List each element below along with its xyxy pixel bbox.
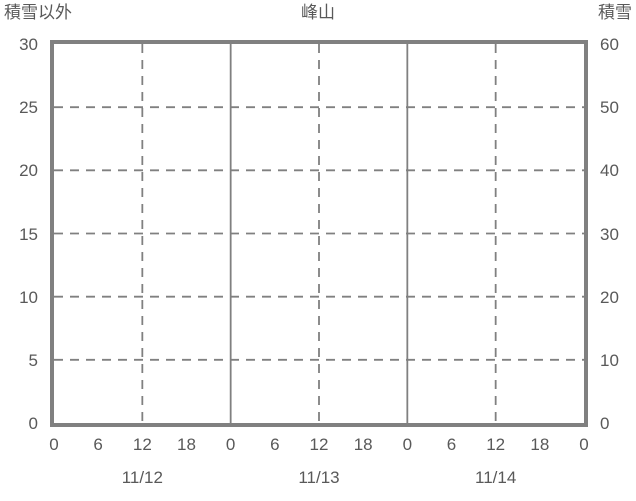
x-axis-hour-tick-label: 6 bbox=[270, 435, 280, 454]
y-axis-right-tick-label: 20 bbox=[600, 287, 619, 307]
x-axis-hour-tick-label: 6 bbox=[93, 435, 103, 454]
x-axis-hour-tick-label: 12 bbox=[132, 435, 152, 454]
right-axis-title: 積雪 bbox=[598, 3, 632, 22]
y-axis-left-tick-label: 15 bbox=[19, 224, 38, 244]
y-axis-right-tick-label: 30 bbox=[600, 224, 619, 244]
x-axis-date-label: 11/13 bbox=[298, 468, 340, 487]
y-axis-right-tick-label: 50 bbox=[600, 98, 619, 118]
x-axis-hour-tick-label: 12 bbox=[486, 435, 506, 454]
y-axis-right-ticks: 0 10 20 30 40 50 60 bbox=[594, 36, 636, 432]
grid-lines bbox=[54, 44, 584, 423]
y-axis-right-tick-label: 40 bbox=[600, 161, 619, 181]
y-axis-right-tick-label: 60 bbox=[600, 35, 619, 54]
x-axis-hour-tick-label: 0 bbox=[225, 435, 236, 454]
x-axis-hour-ticks: 0 6 12 18 0 6 12 18 0 6 12 18 0 bbox=[0, 436, 636, 460]
x-axis-hour-tick-label: 18 bbox=[353, 435, 373, 454]
x-axis-date-labels: 11/12 11/13 11/14 bbox=[0, 468, 636, 494]
x-axis-hour-tick-label: 18 bbox=[177, 435, 196, 454]
y-axis-left-tick-label: 10 bbox=[19, 287, 38, 307]
y-axis-right-tick-label: 0 bbox=[600, 414, 610, 433]
y-axis-left-tick-label: 25 bbox=[19, 98, 38, 118]
y-axis-left-tick-label: 30 bbox=[19, 35, 38, 54]
y-axis-left-tick-label: 0 bbox=[28, 414, 38, 433]
y-axis-left-tick-label: 5 bbox=[28, 350, 38, 370]
left-axis-title: 積雪以外 bbox=[4, 3, 72, 22]
x-axis-hour-tick-label: 18 bbox=[530, 435, 550, 454]
chart-title: 峰山 bbox=[301, 3, 335, 22]
y-axis-right-tick-label: 10 bbox=[600, 350, 619, 370]
plot-area bbox=[50, 40, 588, 427]
x-axis-hour-tick-label: 12 bbox=[309, 435, 329, 454]
x-axis-hour-tick-label: 0 bbox=[579, 435, 589, 454]
x-axis-hour-tick-label: 0 bbox=[49, 435, 59, 454]
x-axis-date-label: 11/14 bbox=[475, 468, 517, 487]
x-axis-hour-tick-label: 6 bbox=[446, 435, 457, 454]
x-axis-date-label: 11/12 bbox=[121, 468, 163, 487]
y-axis-left-tick-label: 20 bbox=[19, 161, 38, 181]
x-axis-hour-tick-label: 0 bbox=[402, 435, 413, 454]
plot-inner bbox=[54, 44, 584, 423]
y-axis-left-ticks: 0 5 10 15 20 25 30 bbox=[0, 36, 44, 432]
